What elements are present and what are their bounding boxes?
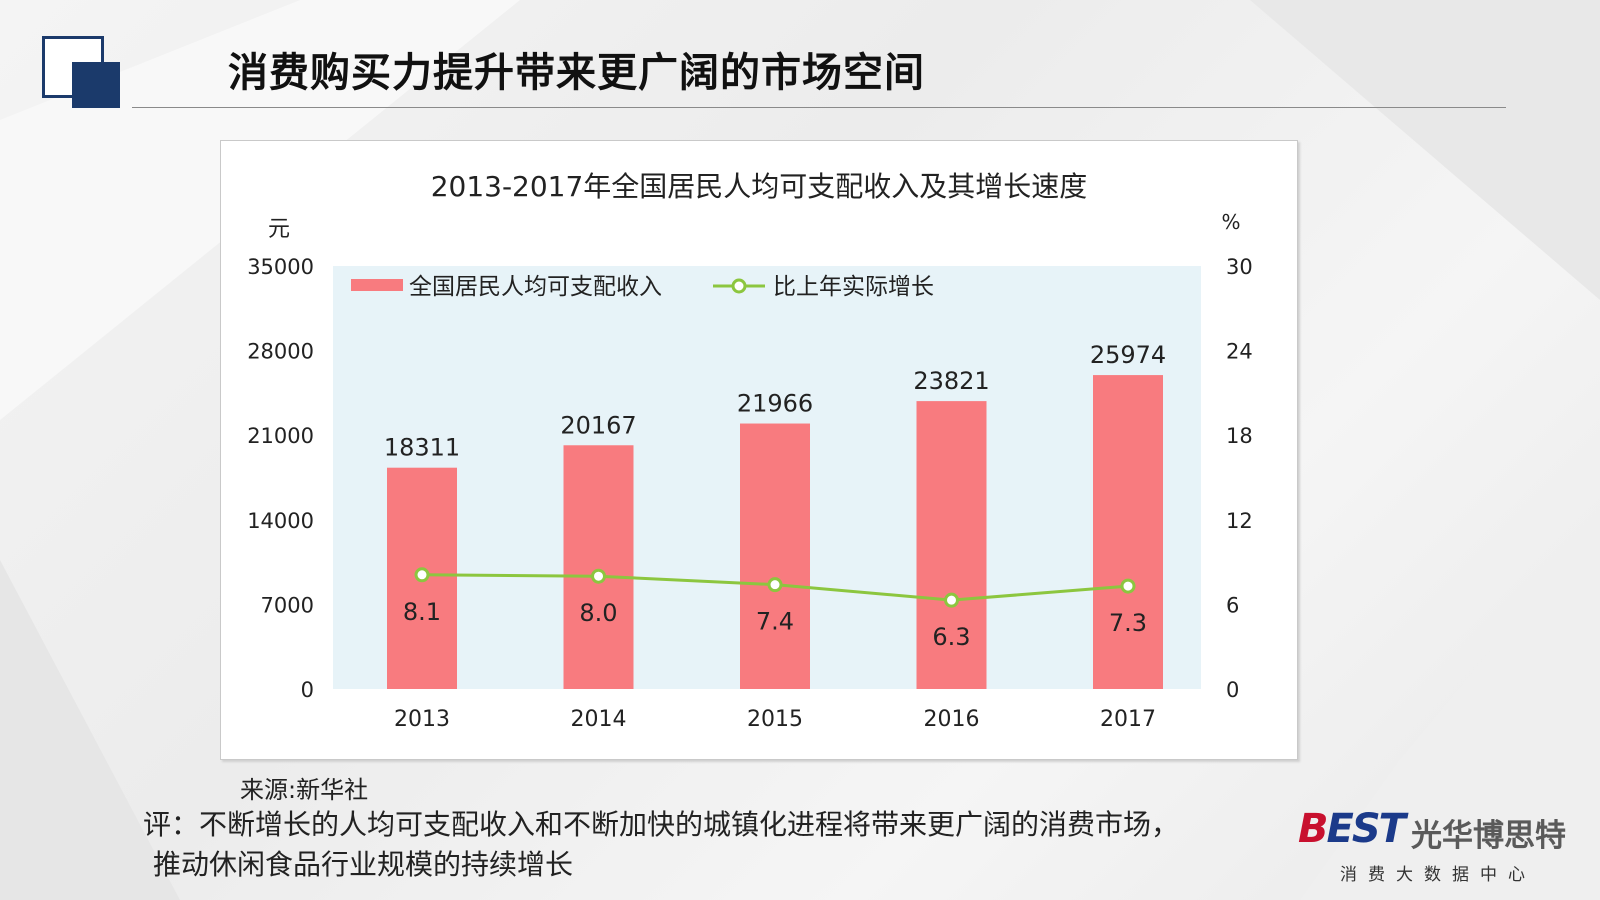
income-bar-label: 23821	[913, 367, 989, 395]
income-bar-label: 25974	[1090, 341, 1166, 369]
y-left-tick: 0	[301, 678, 314, 702]
y-left-tick: 21000	[247, 424, 314, 448]
title-divider	[132, 107, 1506, 108]
header-square-fill	[72, 62, 120, 108]
legend-bar-label: 全国居民人均可支配收入	[409, 274, 662, 300]
y-right-tick: 0	[1226, 678, 1239, 702]
chart-title: 2013-2017年全国居民人均可支配收入及其增长速度	[431, 170, 1088, 203]
x-tick-label: 2017	[1100, 707, 1156, 732]
slide-header: 消费购买力提升带来更广阔的市场空间	[0, 0, 1600, 120]
y-right-tick: 30	[1226, 255, 1253, 279]
y-right-tick: 24	[1226, 340, 1253, 364]
growth-point-label: 7.4	[756, 608, 794, 636]
x-tick-label: 2014	[571, 707, 627, 732]
growth-point-label: 6.3	[932, 623, 970, 651]
comment-text: 评：不断增长的人均可支配收入和不断加快的城镇化进程将带来更广阔的消费市场， 推动…	[143, 805, 1179, 885]
growth-point	[414, 567, 430, 583]
x-tick-label: 2013	[394, 707, 450, 732]
legend-line-label: 比上年实际增长	[773, 274, 934, 300]
y-left-tick: 14000	[247, 509, 314, 533]
y-left-tick: 7000	[261, 593, 314, 617]
brand-mark-rest: EST	[1326, 806, 1406, 852]
x-tick-label: 2016	[924, 707, 980, 732]
growth-point-label: 8.0	[579, 599, 617, 627]
income-bar-label: 20167	[560, 411, 636, 439]
brand-subtitle: 消费大数据中心	[1340, 865, 1536, 885]
income-bar	[1093, 375, 1163, 689]
growth-point-label: 8.1	[403, 598, 441, 626]
income-bar	[563, 445, 634, 689]
brand-logo: BEST 光华博思特 消费大数据中心	[1298, 806, 1578, 886]
growth-point	[767, 577, 783, 593]
legend-line-marker	[731, 278, 747, 294]
y-left-unit: 元	[268, 217, 290, 242]
growth-point-label: 7.3	[1109, 609, 1147, 637]
y-right-tick: 6	[1226, 593, 1239, 617]
income-bar	[916, 401, 987, 689]
income-bar	[740, 423, 810, 689]
y-right-unit: %	[1221, 210, 1240, 234]
growth-point	[1120, 578, 1136, 594]
brand-mark: BEST	[1298, 806, 1406, 852]
growth-point	[944, 592, 959, 608]
y-left-tick: 28000	[247, 340, 314, 364]
y-right-tick: 12	[1226, 509, 1253, 533]
source-note: 来源:新华社	[240, 776, 369, 804]
legend-bar-swatch	[351, 279, 403, 291]
comment-line-1: 评：不断增长的人均可支配收入和不断加快的城镇化进程将带来更广阔的消费市场，	[143, 808, 1180, 841]
chart-panel: 2013-2017年全国居民人均可支配收入及其增长速度元 0 7000 14000 21…	[220, 140, 1298, 760]
page-title: 消费购买力提升带来更广阔的市场空间	[228, 50, 925, 96]
growth-point	[591, 568, 606, 584]
comment-line-2: 推动休闲食品行业规模的持续增长	[153, 848, 574, 881]
brand-mark-b: B	[1298, 806, 1328, 852]
income-bar-label: 21966	[737, 390, 813, 418]
y-left-tick: 35000	[247, 255, 314, 279]
brand-name: 光华博思特	[1411, 818, 1566, 854]
x-tick-label: 2015	[747, 707, 803, 732]
y-right-tick: 18	[1226, 424, 1253, 448]
income-bar-label: 18311	[384, 434, 460, 462]
